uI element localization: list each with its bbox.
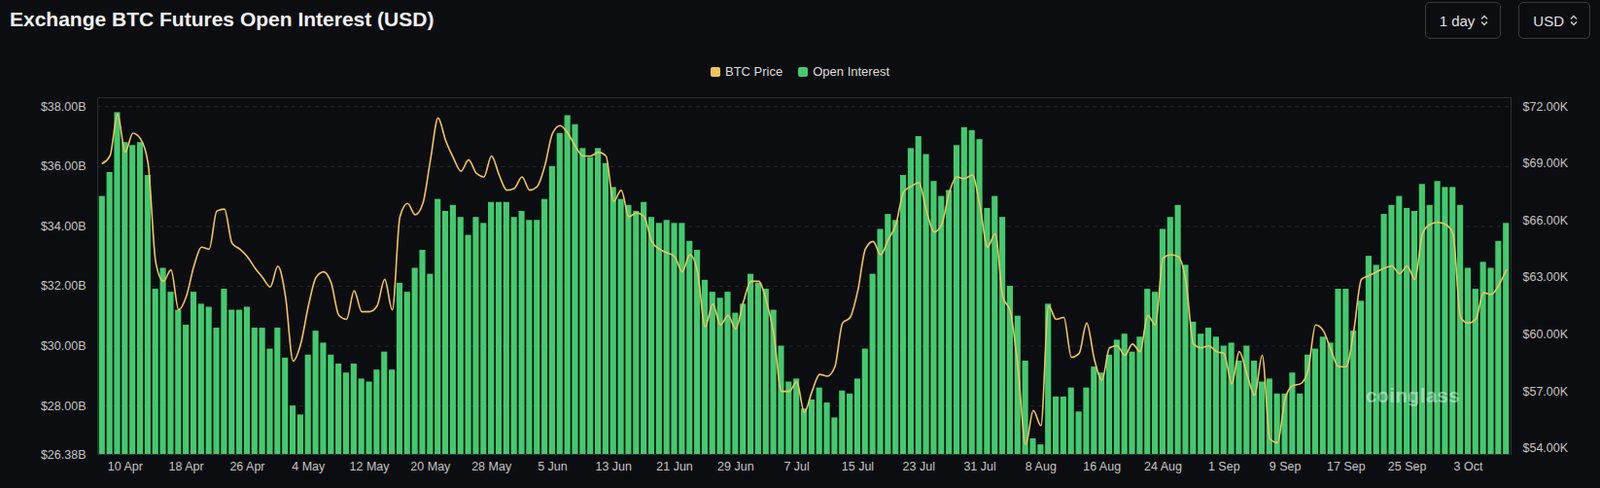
svg-text:$34.00B: $34.00B [40, 219, 87, 234]
svg-text:5 Jun: 5 Jun [537, 459, 568, 474]
svg-text:18 Apr: 18 Apr [169, 459, 205, 474]
svg-text:$54.00K: $54.00K [1523, 441, 1569, 455]
html-text:USD: USD [1533, 12, 1565, 29]
html-text:Exchange BTC Futures Open Inte: Exchange BTC Futures Open Interest (USD) [9, 7, 434, 31]
html-text:BTC Price: BTC Price [725, 64, 783, 79]
svg-text:$28.00B: $28.00B [40, 399, 87, 414]
svg-text:8 Aug: 8 Aug [1025, 459, 1057, 474]
svg-text:7 Jul: 7 Jul [783, 459, 809, 474]
svg-text:4 May: 4 May [291, 459, 326, 474]
svg-text:$36.00B: $36.00B [40, 159, 87, 174]
svg-text:9 Sep: 9 Sep [1269, 459, 1302, 474]
svg-text:$26.38B: $26.38B [40, 448, 87, 462]
svg-text:26 Apr: 26 Apr [229, 459, 265, 474]
svg-text:3 Oct: 3 Oct [1454, 459, 1484, 474]
svg-text:10 Apr: 10 Apr [107, 459, 143, 474]
svg-text:$60.00K: $60.00K [1523, 327, 1569, 342]
svg-text:$57.00K: $57.00K [1523, 384, 1569, 399]
svg-text:15 Jul: 15 Jul [841, 459, 874, 474]
svg-text:16 Aug: 16 Aug [1082, 459, 1121, 474]
svg-text:$66.00K: $66.00K [1523, 213, 1569, 228]
svg-text:28 May: 28 May [471, 459, 513, 474]
svg-text:$38.00B: $38.00B [40, 100, 87, 114]
svg-text:$69.00K: $69.00K [1523, 156, 1569, 171]
svg-text:23 Jul: 23 Jul [903, 459, 936, 474]
svg-text:12 May: 12 May [349, 459, 391, 474]
svg-text:24 Aug: 24 Aug [1144, 459, 1183, 474]
svg-text:29 Jun: 29 Jun [717, 459, 755, 474]
svg-text:$30.00B: $30.00B [40, 339, 87, 353]
svg-text:13 Jun: 13 Jun [594, 459, 632, 474]
svg-text:17 Sep: 17 Sep [1326, 459, 1366, 474]
svg-text:20 May: 20 May [410, 459, 452, 474]
svg-text:1 Sep: 1 Sep [1208, 459, 1241, 474]
html-text:coinglass: coinglass [1365, 384, 1460, 407]
svg-text:$32.00B: $32.00B [40, 278, 87, 293]
html-text:1 day: 1 day [1439, 12, 1475, 29]
svg-text:$63.00K: $63.00K [1523, 270, 1569, 284]
svg-text:25 Sep: 25 Sep [1388, 459, 1427, 474]
svg-text:$72.00K: $72.00K [1523, 100, 1569, 114]
html-text:Open Interest: Open Interest [812, 64, 890, 79]
svg-text:31 Jul: 31 Jul [963, 459, 996, 474]
svg-text:21 Jun: 21 Jun [656, 459, 694, 474]
